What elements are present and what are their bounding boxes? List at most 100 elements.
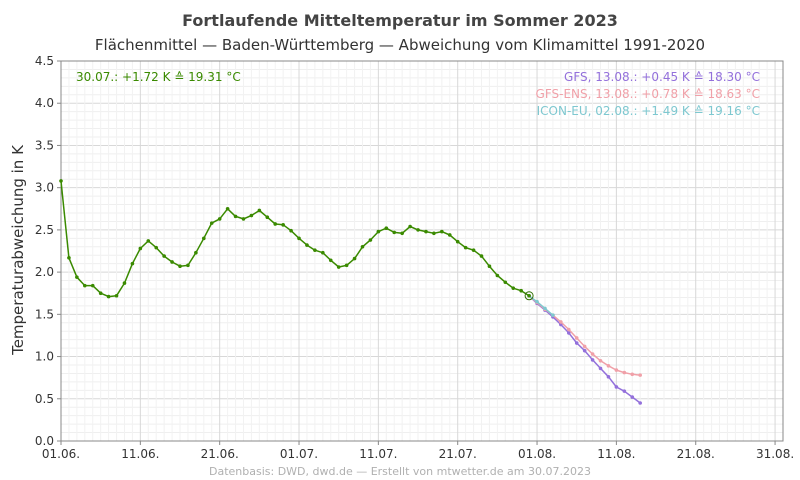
data-point [360,244,365,249]
data-point [241,217,246,221]
data-point [519,288,523,293]
y-tick-label: 4.0 [35,96,54,110]
x-tick-label: 21.06. [201,447,239,461]
data-point [352,256,357,261]
data-point [598,366,603,371]
data-point [582,348,587,353]
data-point [392,230,397,235]
x-tick-label: 31.08. [756,447,794,461]
y-tick-label: 3.0 [35,181,54,195]
data-point [289,228,293,233]
data-point [495,273,500,278]
data-point [281,223,285,227]
data-point [138,246,143,251]
data-point [416,228,420,232]
data-point [503,280,508,285]
data-point [162,254,166,258]
series-line [528,295,554,316]
data-point [400,231,404,236]
data-point [257,208,262,213]
data-point [471,248,476,252]
data-point [313,248,317,252]
x-tick-label: 11.07. [359,447,397,461]
data-point [170,260,174,264]
data-point [194,250,198,255]
data-point [527,293,531,298]
data-point [638,373,642,377]
data-point [202,236,206,241]
data-point [233,214,238,219]
chart-title: Fortlaufende Mitteltemperatur im Sommer … [182,11,618,30]
data-point [630,372,635,377]
data-point [606,375,611,379]
y-tick-label: 2.0 [35,265,54,279]
legend: GFS, 13.08.: +0.45 K ≙ 18.30 °C GFS-ENS, … [536,70,760,118]
data-point [614,385,619,389]
data-point [463,245,468,250]
chart-subtitle: Flächenmittel — Baden-Württemberg — Abwe… [95,36,705,54]
data-point [479,254,484,258]
data-point [122,281,127,285]
data-point [75,275,79,279]
data-point [424,229,428,234]
x-tick-label: 11.08. [597,447,635,461]
data-point [328,258,333,263]
x-tick-label: 21.08. [677,447,715,461]
y-tick-label: 1.5 [35,307,54,321]
y-tick-label: 4.5 [35,54,54,68]
legend-entry-gfs: GFS, 13.08.: +0.45 K ≙ 18.30 °C [564,70,760,84]
y-tick-label: 0.0 [35,434,54,448]
data-point [487,264,492,269]
data-point [384,226,389,230]
data-point [432,231,436,236]
data-point [344,263,349,268]
data-point [368,238,373,242]
data-point [590,352,595,356]
data-point [225,206,230,211]
x-tick-label: 01.08. [518,447,556,461]
data-point [566,327,571,332]
series-layer [59,179,642,405]
x-axis: 01.06. 11.06. 21.06. 01.07. 11.07. 21.07. 01.0… [42,441,794,461]
x-tick-label: 01.07. [280,447,318,461]
latest-value-marker [524,291,534,301]
data-point [408,224,412,229]
series-beobachtung [59,179,531,299]
credit-text: Datenbasis: DWD, dwd.de — Erstellt von m… [209,465,591,478]
plot-frame [60,60,784,442]
data-point [59,179,63,183]
legend-entry-gfs-ens: GFS-ENS, 13.08.: +0.78 K ≙ 18.63 °C [536,87,760,101]
data-point [590,358,595,362]
data-point [447,233,452,237]
data-point [249,213,254,218]
x-tick-label: 21.07. [439,447,477,461]
data-point [455,239,460,244]
observed-annotation: 30.07.: +1.72 K ≙ 19.31 °C [76,70,241,84]
y-tick-label: 3.5 [35,138,54,152]
data-point [114,293,119,298]
data-point [90,283,95,288]
data-point [551,313,555,317]
data-point [543,306,547,311]
data-point [217,217,222,221]
data-point [574,336,579,340]
data-point [574,341,579,345]
x-tick-label: 01.06. [42,447,80,461]
data-point [606,364,611,368]
data-point [98,291,103,296]
grid [61,61,783,441]
data-point [305,243,309,247]
data-point [83,283,87,288]
data-point [67,255,71,260]
data-point [178,264,182,269]
y-tick-label: 1.0 [35,350,54,364]
data-point [106,294,111,299]
data-point [130,261,135,266]
data-point [209,221,214,225]
data-point [154,245,159,250]
data-point [630,395,635,399]
data-point [273,222,278,226]
data-point [638,401,642,405]
y-axis: 0.0 0.5 1.0 1.5 2.0 2.5 3.0 3.5 4.0 4.5 [35,54,61,448]
